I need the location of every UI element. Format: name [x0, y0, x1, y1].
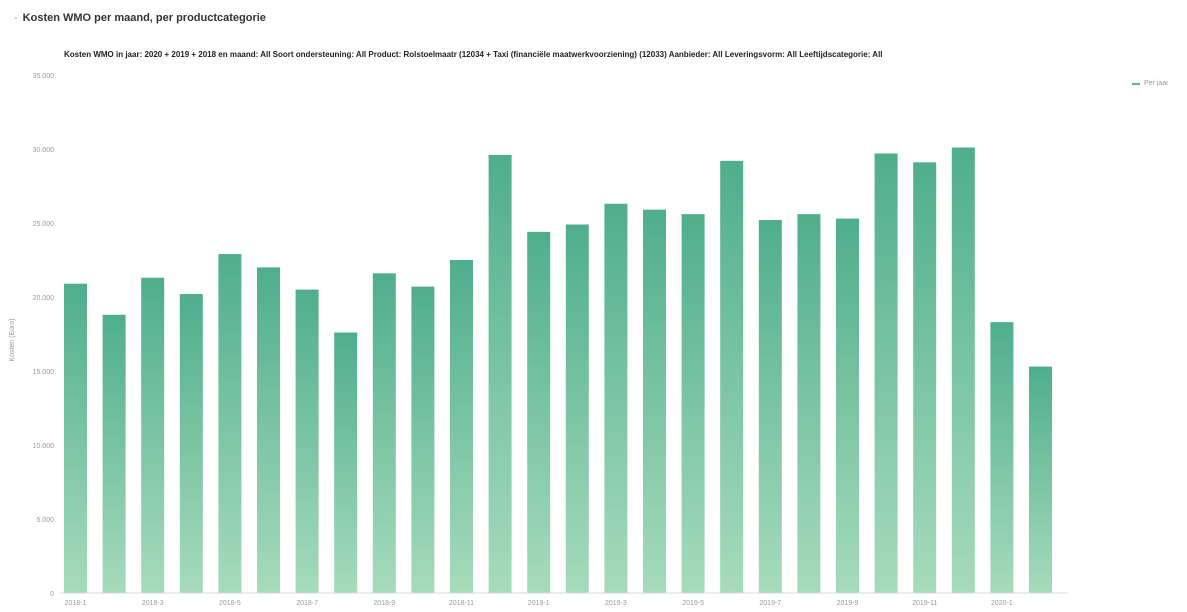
bar-2018-5[interactable]	[218, 254, 242, 593]
filter-summary: Kosten WMO in jaar: 2020 + 2019 + 2018 e…	[64, 50, 883, 59]
bar-2018-7[interactable]	[295, 289, 319, 593]
bar-2019-6[interactable]	[720, 160, 744, 593]
y-axis: 0 5.000 10.000 15.000 20.000 25.000 30.000 35.0…	[33, 73, 55, 598]
bar-2018-6[interactable]	[257, 267, 280, 593]
x-tick-label: 2020-1	[991, 600, 1013, 607]
x-tick-label: 2019-1	[528, 600, 550, 607]
collapse-icon[interactable]: -	[14, 12, 18, 24]
y-axis-label: Kosten (Euro)	[9, 318, 16, 361]
chart-header: - Kosten WMO per maand, per productcateg…	[14, 12, 266, 24]
bar-2018-9[interactable]	[372, 273, 396, 593]
x-tick-label: 2019-7	[759, 600, 781, 607]
bar-2020-1[interactable]	[990, 322, 1014, 593]
bar-2018-1[interactable]	[64, 283, 87, 593]
x-tick-label: 2018-9	[373, 600, 395, 607]
x-tick-label: 2019-11	[912, 600, 937, 607]
bar-2018-8[interactable]	[334, 332, 358, 593]
bar-2018-12[interactable]	[488, 154, 512, 594]
y-tick-label: 15.000	[33, 369, 55, 376]
legend[interactable]: Per jaar	[1132, 80, 1169, 87]
bar-2019-9[interactable]	[836, 218, 859, 593]
y-tick-label: 0	[50, 591, 54, 598]
bar-2018-10[interactable]	[411, 286, 435, 593]
y-tick-label: 30.000	[33, 147, 55, 154]
y-tick-label: 10.000	[33, 443, 55, 450]
bar-2019-8[interactable]	[797, 214, 821, 593]
bar-2019-3[interactable]	[604, 203, 628, 593]
bar-2019-11[interactable]	[913, 162, 937, 593]
y-tick-label: 35.000	[33, 73, 55, 80]
x-tick-label: 2019-9	[837, 600, 859, 607]
x-tick-label: 2019-5	[682, 600, 704, 607]
bar-2019-5[interactable]	[681, 214, 705, 593]
bar-2019-4[interactable]	[643, 209, 666, 593]
bar-2018-3[interactable]	[141, 277, 165, 593]
bar-2019-7[interactable]	[758, 220, 782, 594]
x-tick-label: 2019-3	[605, 600, 627, 607]
bar-2018-11[interactable]	[450, 260, 473, 593]
legend-label: Per jaar	[1144, 80, 1169, 87]
bar-2018-2[interactable]	[102, 314, 126, 593]
bar-2020-2[interactable]	[1029, 366, 1052, 593]
chart-title: Kosten WMO per maand, per productcategor…	[22, 12, 266, 24]
bar-2019-2[interactable]	[565, 224, 589, 594]
bar-2019-12[interactable]	[951, 147, 975, 593]
x-tick-label: 2018-11	[449, 600, 474, 607]
x-axis: 2018-1 2018-3 2018-5 2018-7 2018-9 2018-11 201…	[60, 592, 1068, 607]
bar-2019-10[interactable]	[874, 153, 898, 593]
bar-2018-4[interactable]	[179, 294, 203, 593]
legend-swatch	[1132, 82, 1140, 85]
bars	[64, 147, 1052, 594]
x-tick-label: 2018-3	[142, 600, 164, 607]
x-tick-label: 2018-5	[219, 600, 241, 607]
x-tick-label: 2018-7	[296, 600, 318, 607]
y-tick-label: 20.000	[33, 295, 55, 302]
x-tick-label: 2018-1	[65, 600, 87, 607]
bar-2019-1[interactable]	[527, 231, 551, 593]
y-tick-label: 5.000	[36, 517, 54, 524]
y-tick-label: 25.000	[33, 221, 55, 228]
